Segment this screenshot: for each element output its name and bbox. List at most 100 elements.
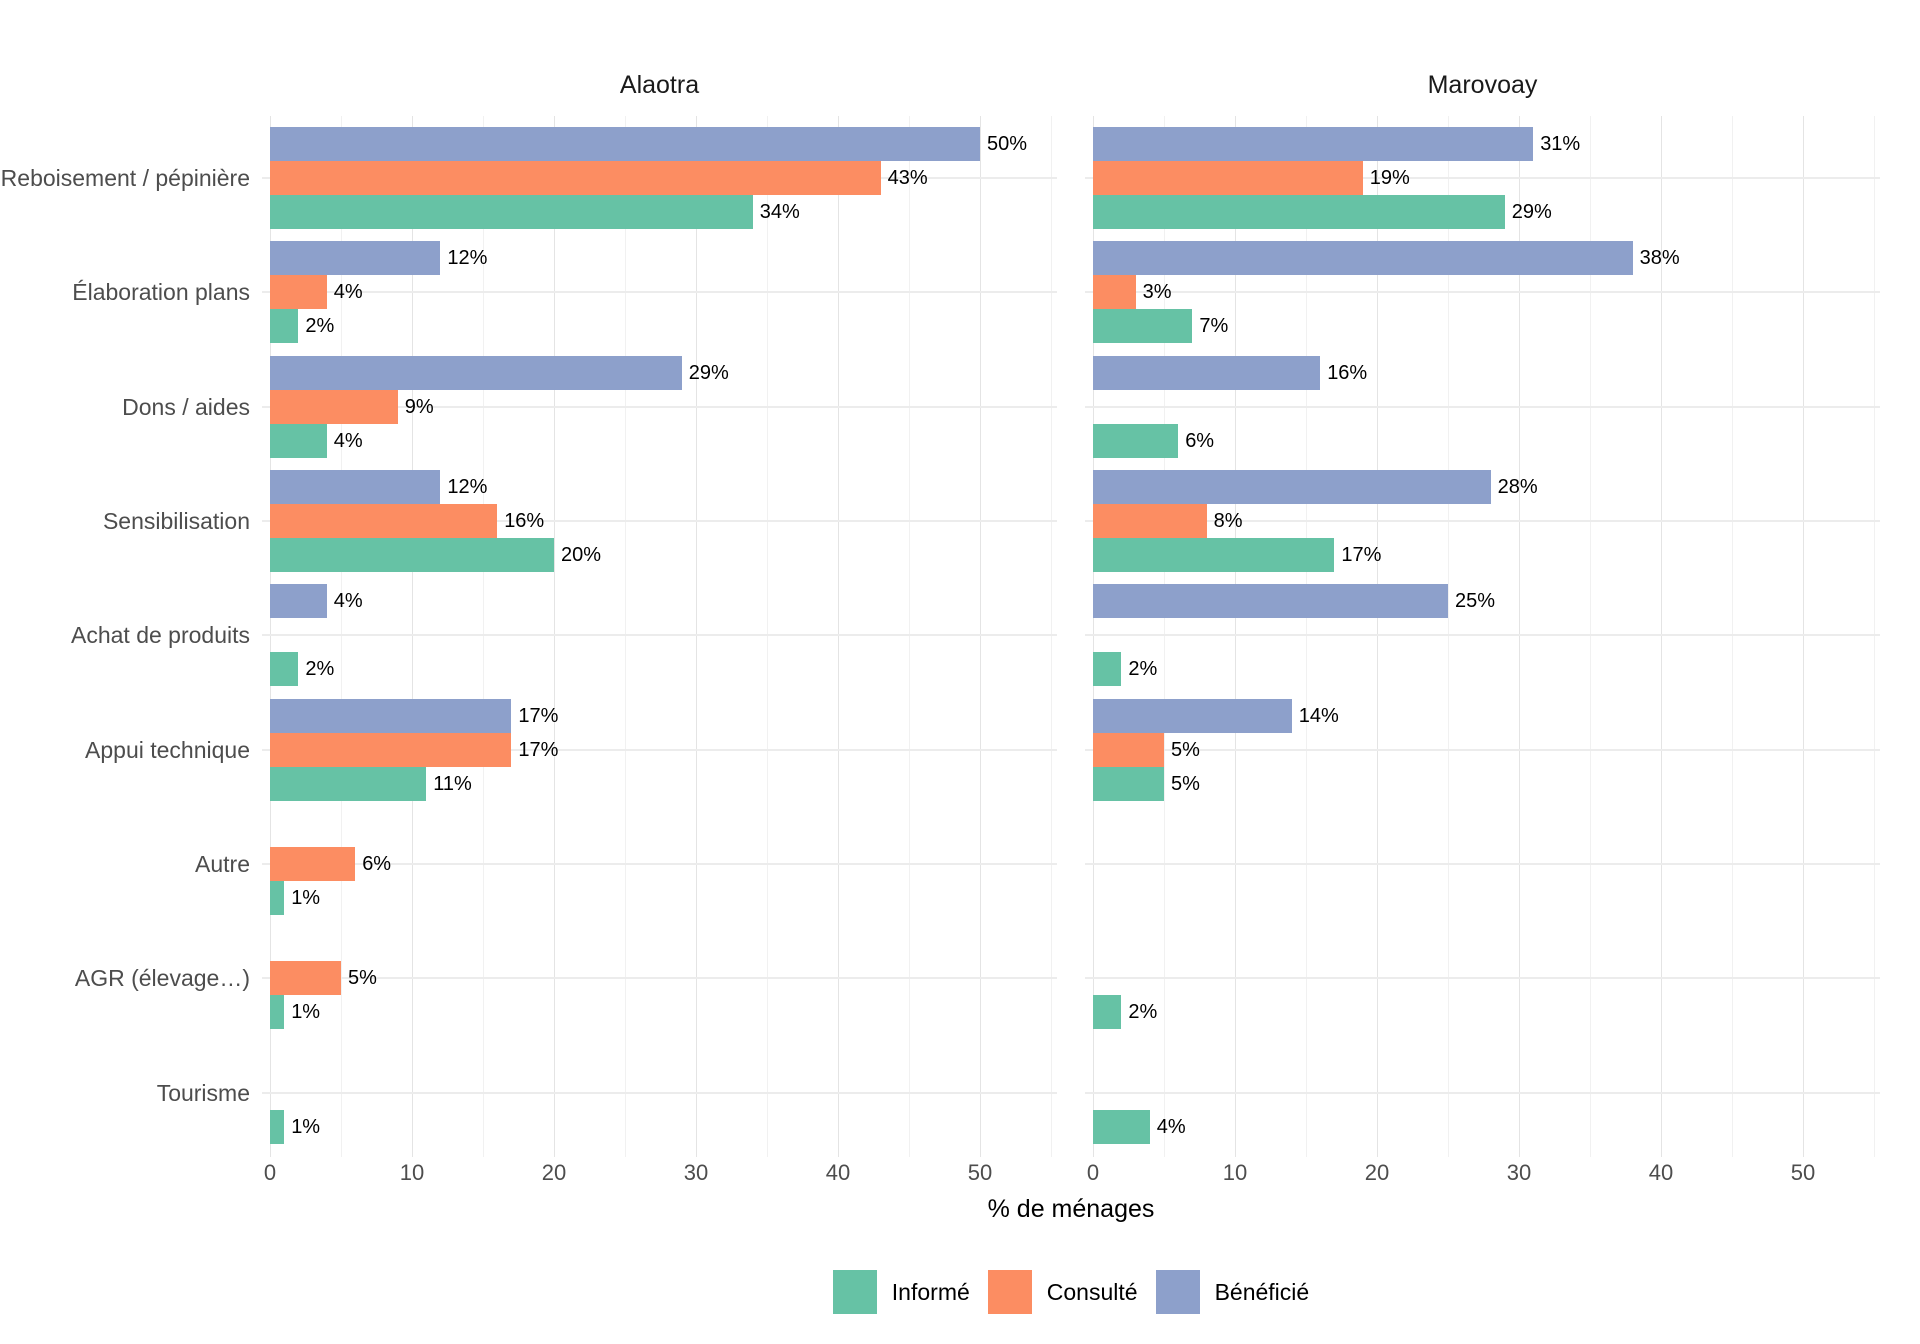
bar-informé — [270, 652, 299, 687]
bar-value-label: 1% — [291, 886, 321, 909]
bar-informé — [270, 309, 299, 344]
grid-vline — [625, 116, 626, 1157]
grid-vline — [838, 116, 839, 1157]
bar-consulté — [270, 161, 881, 195]
bar-value-label: 29% — [1511, 201, 1552, 223]
x-tick-label: 0 — [263, 1160, 277, 1185]
bar-informé — [1093, 195, 1505, 229]
bar-consulté — [1093, 732, 1164, 767]
bar-value-label: 1% — [291, 1001, 321, 1024]
grid-hline — [262, 519, 1057, 522]
bar-value-label: 2% — [1128, 1001, 1158, 1024]
bar-value-label: 17% — [518, 738, 559, 761]
bar-value-label: 5% — [348, 967, 377, 990]
x-tick-label: 50 — [1790, 1160, 1816, 1185]
grid-vline — [980, 116, 981, 1157]
bar-value-label: 20% — [561, 543, 602, 566]
bar-bénéficié — [270, 241, 441, 276]
grid-hline — [1085, 177, 1880, 179]
y-category-label: Reboisement / pépinière — [0, 165, 250, 191]
grid-vline — [1093, 116, 1094, 1157]
y-category-label: Élaboration plans — [72, 279, 250, 306]
legend: Informé Consulté Bénéficié — [262, 1264, 1880, 1320]
bar-informé — [270, 880, 285, 915]
bar-value-label: 16% — [1327, 361, 1368, 384]
grid-hline — [1085, 634, 1880, 637]
grid-hline — [262, 634, 1057, 637]
legend-item: Informé — [832, 1270, 970, 1314]
facet-title-marovoay: Marovoay — [1427, 71, 1538, 99]
bar-bénéficié — [1093, 698, 1292, 733]
bar-value-label: 7% — [1199, 315, 1229, 338]
bar-value-label: 12% — [447, 475, 488, 498]
bar-value-label: 8% — [1213, 509, 1243, 532]
bar-value-label: 6% — [1185, 429, 1215, 452]
grid-hline — [262, 748, 1057, 751]
bar-informé — [1093, 309, 1193, 344]
grid-vline — [1519, 116, 1520, 1157]
bar-value-label: 12% — [447, 247, 488, 270]
grid-hline — [1085, 291, 1880, 294]
grid-hline — [262, 405, 1057, 408]
bar-bénéficié — [1093, 127, 1534, 161]
x-tick-label: 20 — [541, 1160, 567, 1185]
bar-bénéficié — [270, 584, 327, 619]
bar-value-label: 50% — [987, 133, 1028, 155]
bar-bénéficié — [270, 127, 980, 161]
grid-hline — [262, 291, 1057, 294]
bar-value-label: 17% — [1341, 543, 1382, 566]
bar-bénéficié — [1093, 584, 1448, 619]
bar-informé — [1093, 1109, 1150, 1144]
bar-bénéficié — [1093, 241, 1633, 276]
bar-value-label: 1% — [291, 1115, 321, 1138]
bar-value-label: 2% — [1128, 658, 1158, 681]
bar-informé — [270, 995, 285, 1030]
bar-informé — [270, 766, 427, 801]
x-tick-label: 40 — [825, 1160, 851, 1185]
x-tick-label: 0 — [1086, 1160, 1100, 1185]
bar-consulté — [1093, 161, 1363, 195]
bar-consulté — [270, 846, 356, 881]
y-category-label: Achat de produits — [70, 622, 250, 649]
y-category-label: Appui technique — [85, 736, 250, 763]
bar-bénéficié — [1093, 355, 1321, 390]
grid-vline — [412, 116, 413, 1157]
bar-value-label: 4% — [333, 590, 363, 613]
bar-value-label: 34% — [759, 201, 800, 223]
bar-informé — [270, 537, 554, 572]
bar-consulté — [270, 503, 498, 538]
grid-vline — [1590, 116, 1591, 1157]
grid-vline — [1803, 116, 1804, 1157]
grid-vline — [1235, 116, 1236, 1157]
grid-vline — [554, 116, 555, 1157]
bar-bénéficié — [270, 355, 682, 390]
bar-value-label: 6% — [362, 852, 392, 875]
bar-bénéficié — [270, 469, 441, 504]
facet-title-alaotra: Alaotra — [619, 71, 700, 99]
bar-value-label: 43% — [887, 167, 928, 189]
bar-informé — [1093, 423, 1179, 458]
bar-value-label: 11% — [433, 772, 472, 795]
grid-hline — [1085, 748, 1880, 751]
bar-value-label: 31% — [1540, 133, 1581, 155]
bar-bénéficié — [1093, 469, 1491, 504]
grid-hline — [1085, 1091, 1880, 1094]
grid-vline — [1306, 116, 1307, 1157]
legend-label: Consulté — [1046, 1278, 1138, 1305]
grid-hline — [1085, 977, 1880, 980]
bar-value-label: 28% — [1497, 475, 1538, 498]
x-tick-label: 10 — [1222, 1160, 1248, 1185]
y-category-label: Dons / aides — [122, 393, 250, 420]
y-category-label: Autre — [195, 850, 250, 877]
grid-vline — [1732, 116, 1733, 1157]
x-tick-label: 30 — [1506, 1160, 1532, 1185]
grid-vline — [696, 116, 697, 1157]
bar-value-label: 14% — [1298, 704, 1339, 727]
bar-informé — [270, 195, 753, 229]
x-tick-label: 40 — [1648, 1160, 1674, 1185]
bar-value-label: 4% — [1156, 1115, 1186, 1138]
bar-value-label: 16% — [504, 509, 545, 532]
bar-consulté — [270, 389, 398, 424]
x-axis-title: % de ménages — [987, 1195, 1155, 1223]
grid-hline — [262, 977, 1057, 980]
